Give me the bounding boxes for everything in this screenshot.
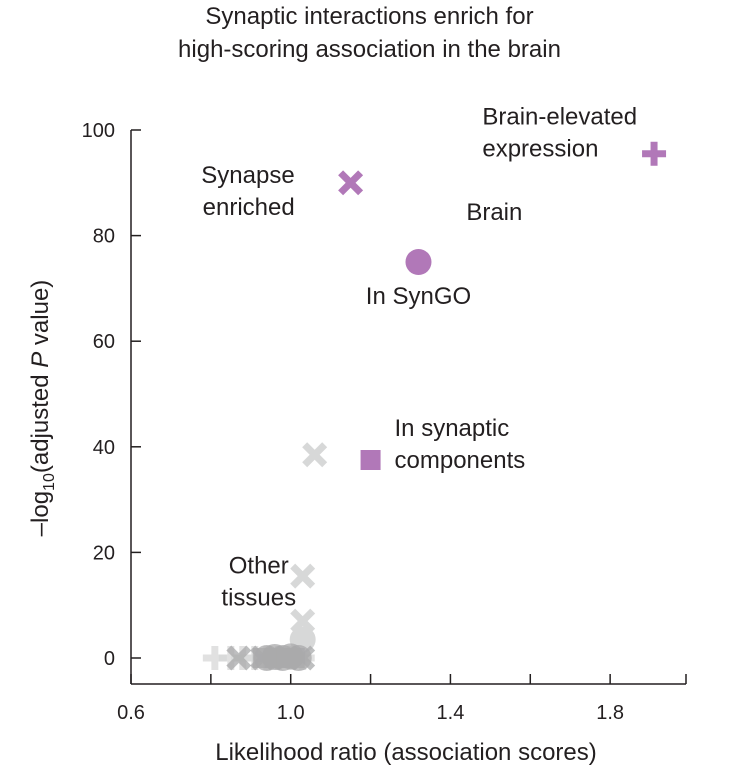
brain-point-2	[360, 450, 381, 470]
annotation-3-line-0: In synaptic	[395, 415, 510, 442]
other-point-12-stroke-b	[226, 645, 252, 671]
annotation-3: In synaptic components	[395, 415, 526, 474]
brain-point-0-stroke-b	[338, 170, 364, 196]
y-tick-label-40: 40	[93, 437, 115, 459]
annotation-4: Brain	[466, 199, 522, 226]
y-tick-label-20: 20	[93, 542, 115, 564]
annotation-0-line-1: enriched	[203, 194, 295, 221]
annotation-3-line-1: components	[395, 447, 526, 474]
chart-title-line-2: high-scoring association in the brain	[178, 36, 561, 63]
annotation-5-line-1: tissues	[221, 585, 296, 612]
x-axis-label: Likelihood ratio (association scores)	[215, 739, 597, 766]
annotation-0: Synapse enriched	[201, 162, 294, 221]
other-point-2	[290, 608, 316, 634]
annotation-4-line-0: Brain	[466, 199, 522, 226]
annotation-0-line-0: Synapse	[201, 162, 294, 189]
annotations: Synapse enriched Brain-elevated expression I…	[201, 104, 637, 612]
annotation-1-line-0: Brain-elevated	[482, 104, 637, 131]
brain-point-0	[338, 170, 364, 196]
x-tick-label-1: 1.0	[277, 702, 305, 724]
other-point-0-stroke-b	[302, 442, 328, 468]
y-axis-label: –log10(adjusted P value)	[27, 280, 58, 537]
x-tick-label-0.6: 0.6	[117, 702, 145, 724]
other-point-1-stroke-b	[290, 563, 316, 589]
axes: 0 20 40 60 80 100 0.6 1.0 1.4 1.8	[82, 120, 687, 724]
brain-point-3	[642, 141, 667, 166]
brain-point-1	[405, 249, 432, 275]
other-point-24	[284, 648, 305, 668]
other-point-0	[302, 442, 328, 468]
other-point-1	[290, 563, 316, 589]
y-tick-label-60: 60	[93, 331, 115, 353]
other-point-2-stroke-b	[290, 608, 316, 634]
data-points	[338, 141, 667, 470]
annotation-1: Brain-elevated expression	[482, 104, 637, 163]
chart-title-line-1: Synaptic interactions enrich for	[205, 3, 534, 30]
annotation-1-line-1: expression	[482, 136, 598, 163]
chart-title: Synaptic interactions enrich for high-sc…	[0, 0, 739, 66]
annotation-5-line-0: Other	[229, 553, 289, 580]
other-tissues-cluster	[202, 442, 328, 671]
annotation-5: Other tissues	[221, 553, 296, 612]
annotation-2-line-0: In SynGO	[366, 283, 471, 310]
x-tick-label-1.8: 1.8	[596, 702, 624, 724]
annotation-2: In SynGO	[366, 283, 471, 310]
y-tick-label-0: 0	[104, 648, 115, 670]
y-tick-label-80: 80	[93, 226, 115, 248]
other-point-12	[226, 645, 252, 671]
x-tick-label-1.4: 1.4	[437, 702, 465, 724]
y-tick-label-100: 100	[82, 120, 115, 142]
